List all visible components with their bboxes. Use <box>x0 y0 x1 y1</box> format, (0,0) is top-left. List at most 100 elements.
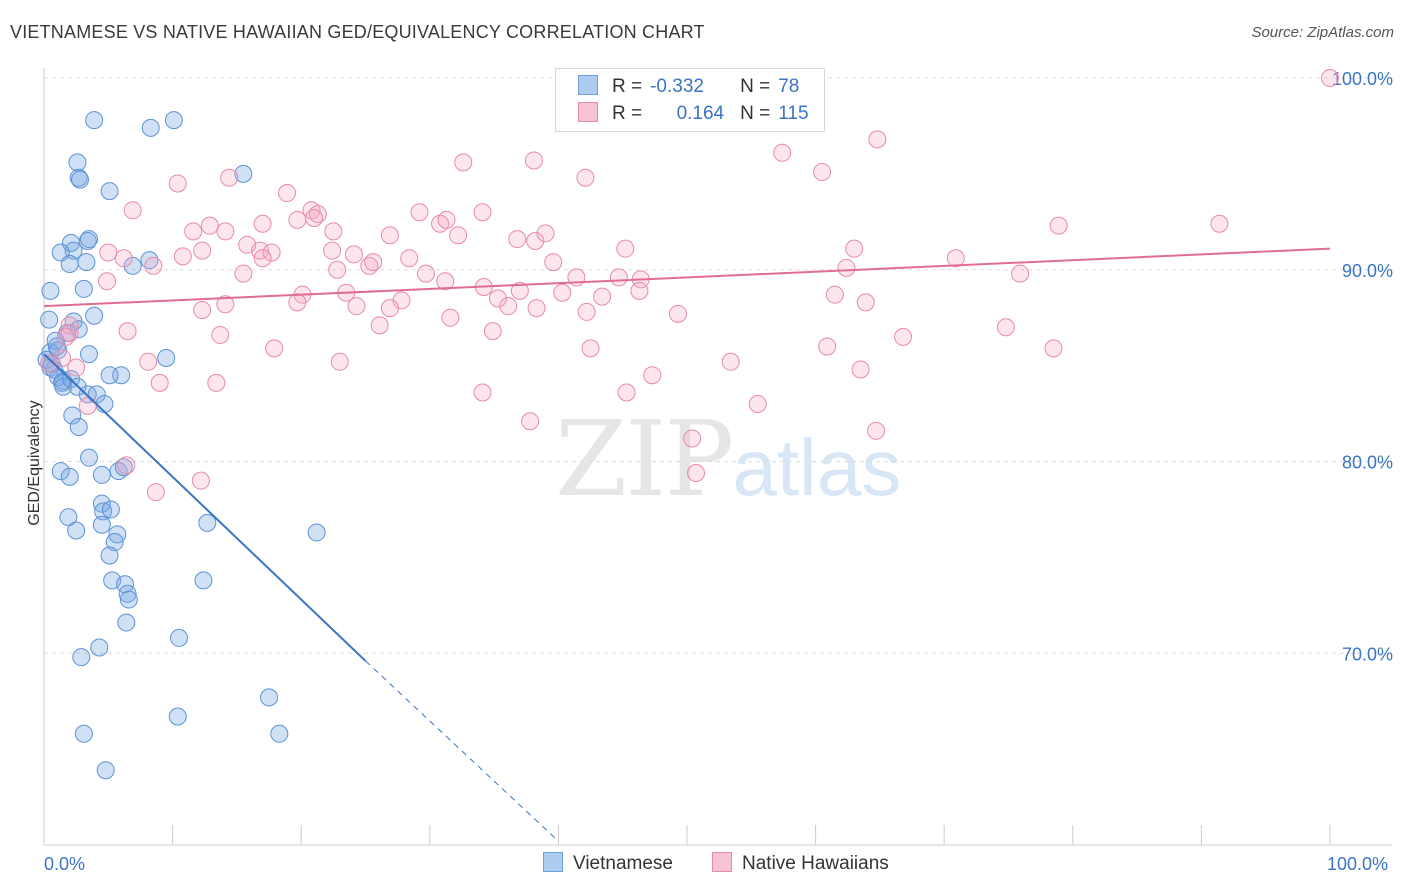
vietnamese-point <box>77 253 96 272</box>
vietnamese-point <box>141 118 160 137</box>
vietnamese-point <box>74 279 93 298</box>
native-hawaiian-point <box>524 151 543 170</box>
native-hawaiian-point <box>262 243 281 262</box>
chart-title: VIETNAMESE VS NATIVE HAWAIIAN GED/EQUIVA… <box>10 22 705 42</box>
native-hawaiian-point <box>278 184 297 203</box>
vietnamese-point <box>85 111 104 130</box>
native-hawaiian-point <box>98 272 117 291</box>
vietnamese-point <box>198 513 217 532</box>
native-hawaiian-point <box>416 264 435 283</box>
native-hawaiian-point <box>118 322 137 341</box>
native-hawaiian-point <box>856 293 875 312</box>
vietnamese-point <box>67 521 86 540</box>
native-hawaiian-point <box>581 339 600 358</box>
native-hawaiian-point <box>630 281 649 300</box>
native-hawaiian-point <box>488 289 507 308</box>
native-hawaiian-point <box>683 429 702 448</box>
vietnamese-point <box>105 533 124 552</box>
watermark-zip: ZIP <box>555 398 734 520</box>
vietnamese-trend-extension <box>365 660 559 842</box>
correlation-legend: R = -0.332 N = 78 R = 0.164 N = 115 <box>555 68 825 132</box>
native-hawaiian-point <box>868 130 887 149</box>
vietnamese-point <box>92 494 111 513</box>
native-hawaiian-point <box>330 352 349 371</box>
native-hawaiian-point <box>117 456 136 475</box>
native-hawaiian-point <box>184 222 203 241</box>
native-hawaiian-point <box>454 153 473 172</box>
native-hawaiian-point <box>609 268 628 287</box>
vietnamese-point <box>40 310 59 329</box>
vietnamese-trend-line <box>43 353 367 662</box>
native-hawaiian-point <box>78 396 97 415</box>
legend-n-label: N = <box>740 103 771 124</box>
native-hawaiian-point <box>483 322 502 341</box>
native-hawaiian-point <box>687 464 706 483</box>
vietnamese-point <box>307 523 326 542</box>
vietnamese-point <box>100 366 119 385</box>
bottom-legend-vietnamese: Vietnamese <box>543 852 673 875</box>
native-hawaiian-point <box>328 260 347 279</box>
native-hawaiian-point <box>818 337 837 356</box>
native-hawaiian-point <box>473 383 492 402</box>
native-hawaiian-point <box>324 222 343 241</box>
native-hawaiian-point <box>616 239 635 258</box>
bottom-legend-native-hawaiians: Native Hawaiians <box>712 852 889 875</box>
native-hawaiian-point <box>441 308 460 327</box>
native-hawaiian-point <box>436 272 455 291</box>
watermark: ZIPatlas <box>555 398 901 520</box>
vietnamese-point <box>234 164 253 183</box>
vietnamese-point <box>157 348 176 367</box>
native-hawaiian-point <box>1011 264 1030 283</box>
vietnamese-point <box>170 628 189 647</box>
native-hawaiian-point <box>867 421 886 440</box>
x-tick-right: 100.0% <box>1327 854 1389 874</box>
native-hawaiian-trend-line <box>43 247 1331 308</box>
native-hawaiian-point <box>139 352 158 371</box>
native-hawaiian-point <box>380 299 399 318</box>
vietnamese-point <box>95 394 114 413</box>
native-hawaiian-point <box>508 230 527 249</box>
vietnamese-point <box>94 502 113 521</box>
native-hawaiian-point <box>946 249 965 268</box>
vietnamese-point <box>92 515 111 534</box>
vietnamese-point <box>60 254 79 273</box>
vietnamese-point <box>100 546 119 565</box>
native-hawaiian-point <box>200 216 219 235</box>
native-hawaiian-point <box>400 249 419 268</box>
native-hawaiian-point <box>220 168 239 187</box>
native-hawaiian-point <box>380 226 399 245</box>
bottom-legend-label-vietnamese: Vietnamese <box>573 853 673 874</box>
vietnamese-point <box>270 724 289 743</box>
legend-r-value-native-hawaiians: 0.164 <box>676 103 725 124</box>
native-hawaiian-point <box>748 394 767 413</box>
vietnamese-point <box>80 448 99 467</box>
native-hawaiian-point <box>211 325 230 344</box>
legend-r-label: R = <box>612 76 643 97</box>
native-hawaiian-point <box>253 214 272 233</box>
native-hawaiian-point <box>526 231 545 250</box>
legend-n-value-vietnamese: 78 <box>778 76 800 97</box>
native-hawaiian-point <box>553 283 572 302</box>
native-hawaiian-point <box>544 253 563 272</box>
native-hawaiian-point <box>173 247 192 266</box>
native-hawaiian-point <box>60 324 79 343</box>
vietnamese-point <box>71 170 90 189</box>
vietnamese-point <box>51 462 70 481</box>
source-credit: Source: ZipAtlas.com <box>1251 24 1394 41</box>
watermark-atlas: atlas <box>732 423 902 512</box>
native-hawaiian-point <box>305 208 324 227</box>
y-tick-label-100: 100.0% <box>1332 69 1393 89</box>
vietnamese-point <box>114 458 133 477</box>
vietnamese-point <box>92 465 111 484</box>
native-hawaiian-point <box>99 243 118 262</box>
native-hawaiian-point <box>643 366 662 385</box>
vietnamese-point <box>68 153 87 172</box>
vietnamese-point <box>260 688 279 707</box>
vietnamese-point <box>74 724 93 743</box>
vietnamese-point <box>47 337 66 356</box>
x-tick-left: 0.0% <box>44 854 86 874</box>
vietnamese-point <box>59 508 78 527</box>
native-hawaiian-point <box>1044 339 1063 358</box>
native-hawaiian-point <box>168 174 187 193</box>
vietnamese-point <box>72 648 91 667</box>
